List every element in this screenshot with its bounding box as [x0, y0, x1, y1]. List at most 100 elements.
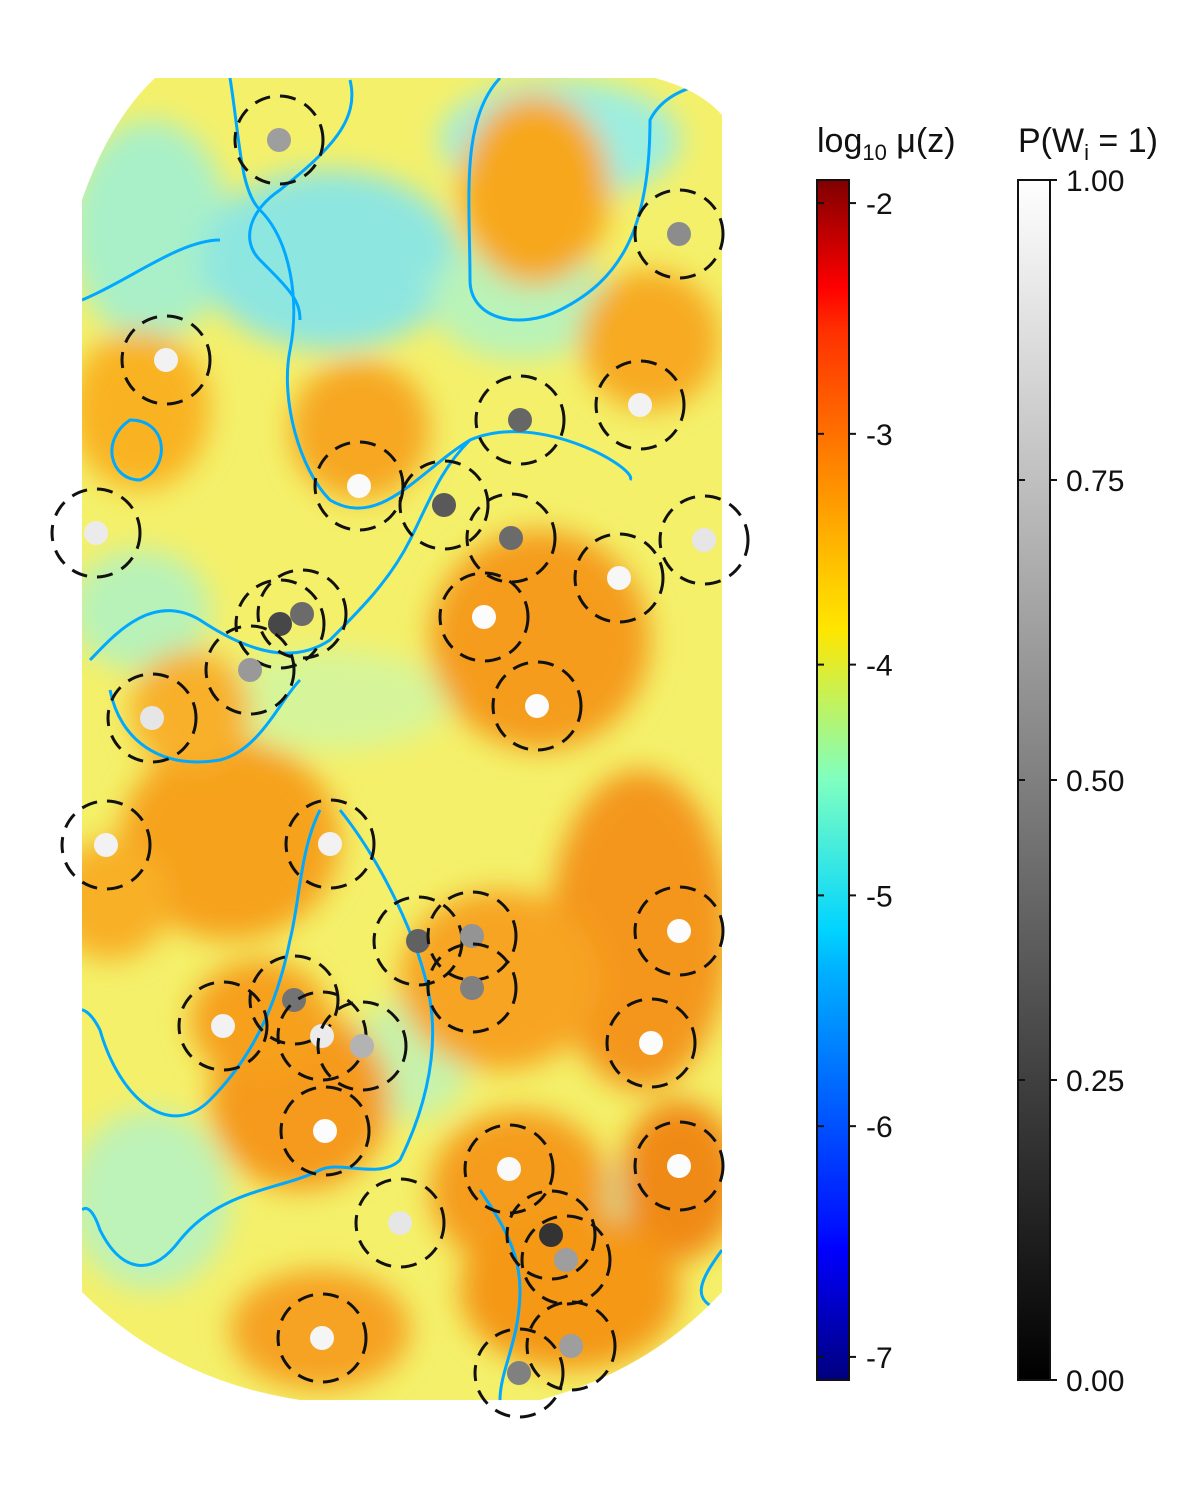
point-ring: [106, 672, 198, 764]
point-marker: [520, 1214, 612, 1306]
point-dot: [460, 924, 484, 948]
point-ring: [465, 492, 557, 584]
point-marker: [284, 798, 376, 890]
point-ring: [256, 568, 348, 660]
point-dot: [628, 393, 652, 417]
field-colorbar: log10 μ(z) -2 -3 -4 -5 -6 -7: [816, 122, 956, 1381]
point-dot: [154, 348, 178, 372]
point-dot: [639, 1031, 663, 1055]
point-dot: [350, 1034, 374, 1058]
point-dot: [460, 976, 484, 1000]
heatmap-field: [82, 78, 722, 1400]
point-ring: [505, 1189, 597, 1281]
point-marker: [426, 890, 518, 982]
point-marker: [463, 1123, 555, 1215]
point-ring: [594, 359, 686, 451]
point-dot: [525, 694, 549, 718]
prob-tick-label: 0.75: [1066, 465, 1124, 498]
point-ring: [438, 571, 530, 663]
point-dot: [268, 612, 292, 636]
point-ring: [354, 1177, 446, 1269]
point-dot: [667, 1154, 691, 1178]
point-ring: [276, 1292, 368, 1384]
point-ring: [233, 94, 325, 186]
point-marker: [60, 799, 152, 891]
point-marker: [120, 314, 212, 406]
point-marker: [316, 1000, 408, 1092]
point-dot: [692, 528, 716, 552]
prob-tick-label: 0.25: [1066, 1065, 1124, 1098]
point-dot: [472, 605, 496, 629]
point-ring: [279, 1085, 371, 1177]
point-dot: [290, 602, 314, 626]
point-ring: [284, 798, 376, 890]
point-ring: [658, 494, 750, 586]
point-dot: [84, 521, 108, 545]
point-dot: [211, 1014, 235, 1038]
point-dot: [667, 919, 691, 943]
point-dot: [94, 833, 118, 857]
point-dot: [406, 929, 430, 953]
prob-tick-label: 0.50: [1066, 765, 1124, 798]
field-colorbar-title: log10 μ(z): [817, 122, 956, 165]
point-marker: [473, 1327, 565, 1419]
point-marker: [276, 1292, 368, 1384]
point-dot: [313, 1119, 337, 1143]
point-ring: [573, 532, 665, 624]
point-dot: [238, 658, 262, 682]
point-marker: [106, 672, 198, 764]
point-dot: [497, 1157, 521, 1181]
field-tick-label: -6: [866, 1111, 893, 1144]
field-tick-label: -4: [866, 650, 893, 683]
point-dot: [310, 1326, 334, 1350]
point-marker: [256, 568, 348, 660]
prob-tick-label: 0.00: [1066, 1365, 1124, 1398]
point-ring: [473, 1327, 565, 1419]
point-ring: [633, 885, 725, 977]
contour-lines: [82, 78, 722, 1400]
point-marker: [491, 660, 583, 752]
point-ring: [463, 1123, 555, 1215]
prob-colorbar-title: P(Wi = 1): [1018, 122, 1158, 165]
point-marker: [525, 1300, 617, 1392]
point-ring: [398, 459, 490, 551]
point-marker: [633, 885, 725, 977]
point-dot: [267, 128, 291, 152]
field-colorbar-bar: [816, 179, 850, 1381]
point-ring: [50, 487, 142, 579]
point-marker: [233, 94, 325, 186]
field-tick-label: -7: [866, 1342, 893, 1375]
point-ring: [248, 954, 340, 1046]
point-marker: [633, 188, 725, 280]
point-marker: [474, 374, 566, 466]
point-ring: [316, 1000, 408, 1092]
point-dot: [282, 988, 306, 1012]
point-marker: [234, 578, 326, 670]
point-marker: [50, 487, 142, 579]
point-dot: [554, 1248, 578, 1272]
point-dot: [559, 1334, 583, 1358]
point-marker: [658, 494, 750, 586]
point-marker: [177, 980, 269, 1072]
prob-tick-label: 1.00: [1066, 165, 1124, 198]
point-marker: [594, 359, 686, 451]
point-marker: [605, 997, 697, 1089]
point-ring: [204, 624, 296, 716]
point-marker: [505, 1189, 597, 1281]
prob-colorbar: P(Wi = 1) 1.00 0.75 0.50 0.25 0.00: [1017, 122, 1158, 1398]
point-ring: [177, 980, 269, 1072]
point-marker: [465, 492, 557, 584]
point-marker: [398, 459, 490, 551]
point-dot: [388, 1211, 412, 1235]
point-dot: [539, 1223, 563, 1247]
point-ring: [633, 188, 725, 280]
point-ring: [520, 1214, 612, 1306]
field-tick-label: -5: [866, 880, 893, 913]
point-dot: [667, 222, 691, 246]
point-dot: [507, 1361, 531, 1385]
point-dot: [508, 408, 532, 432]
point-marker: [573, 532, 665, 624]
point-ring: [234, 578, 326, 670]
point-dot: [310, 1024, 334, 1048]
